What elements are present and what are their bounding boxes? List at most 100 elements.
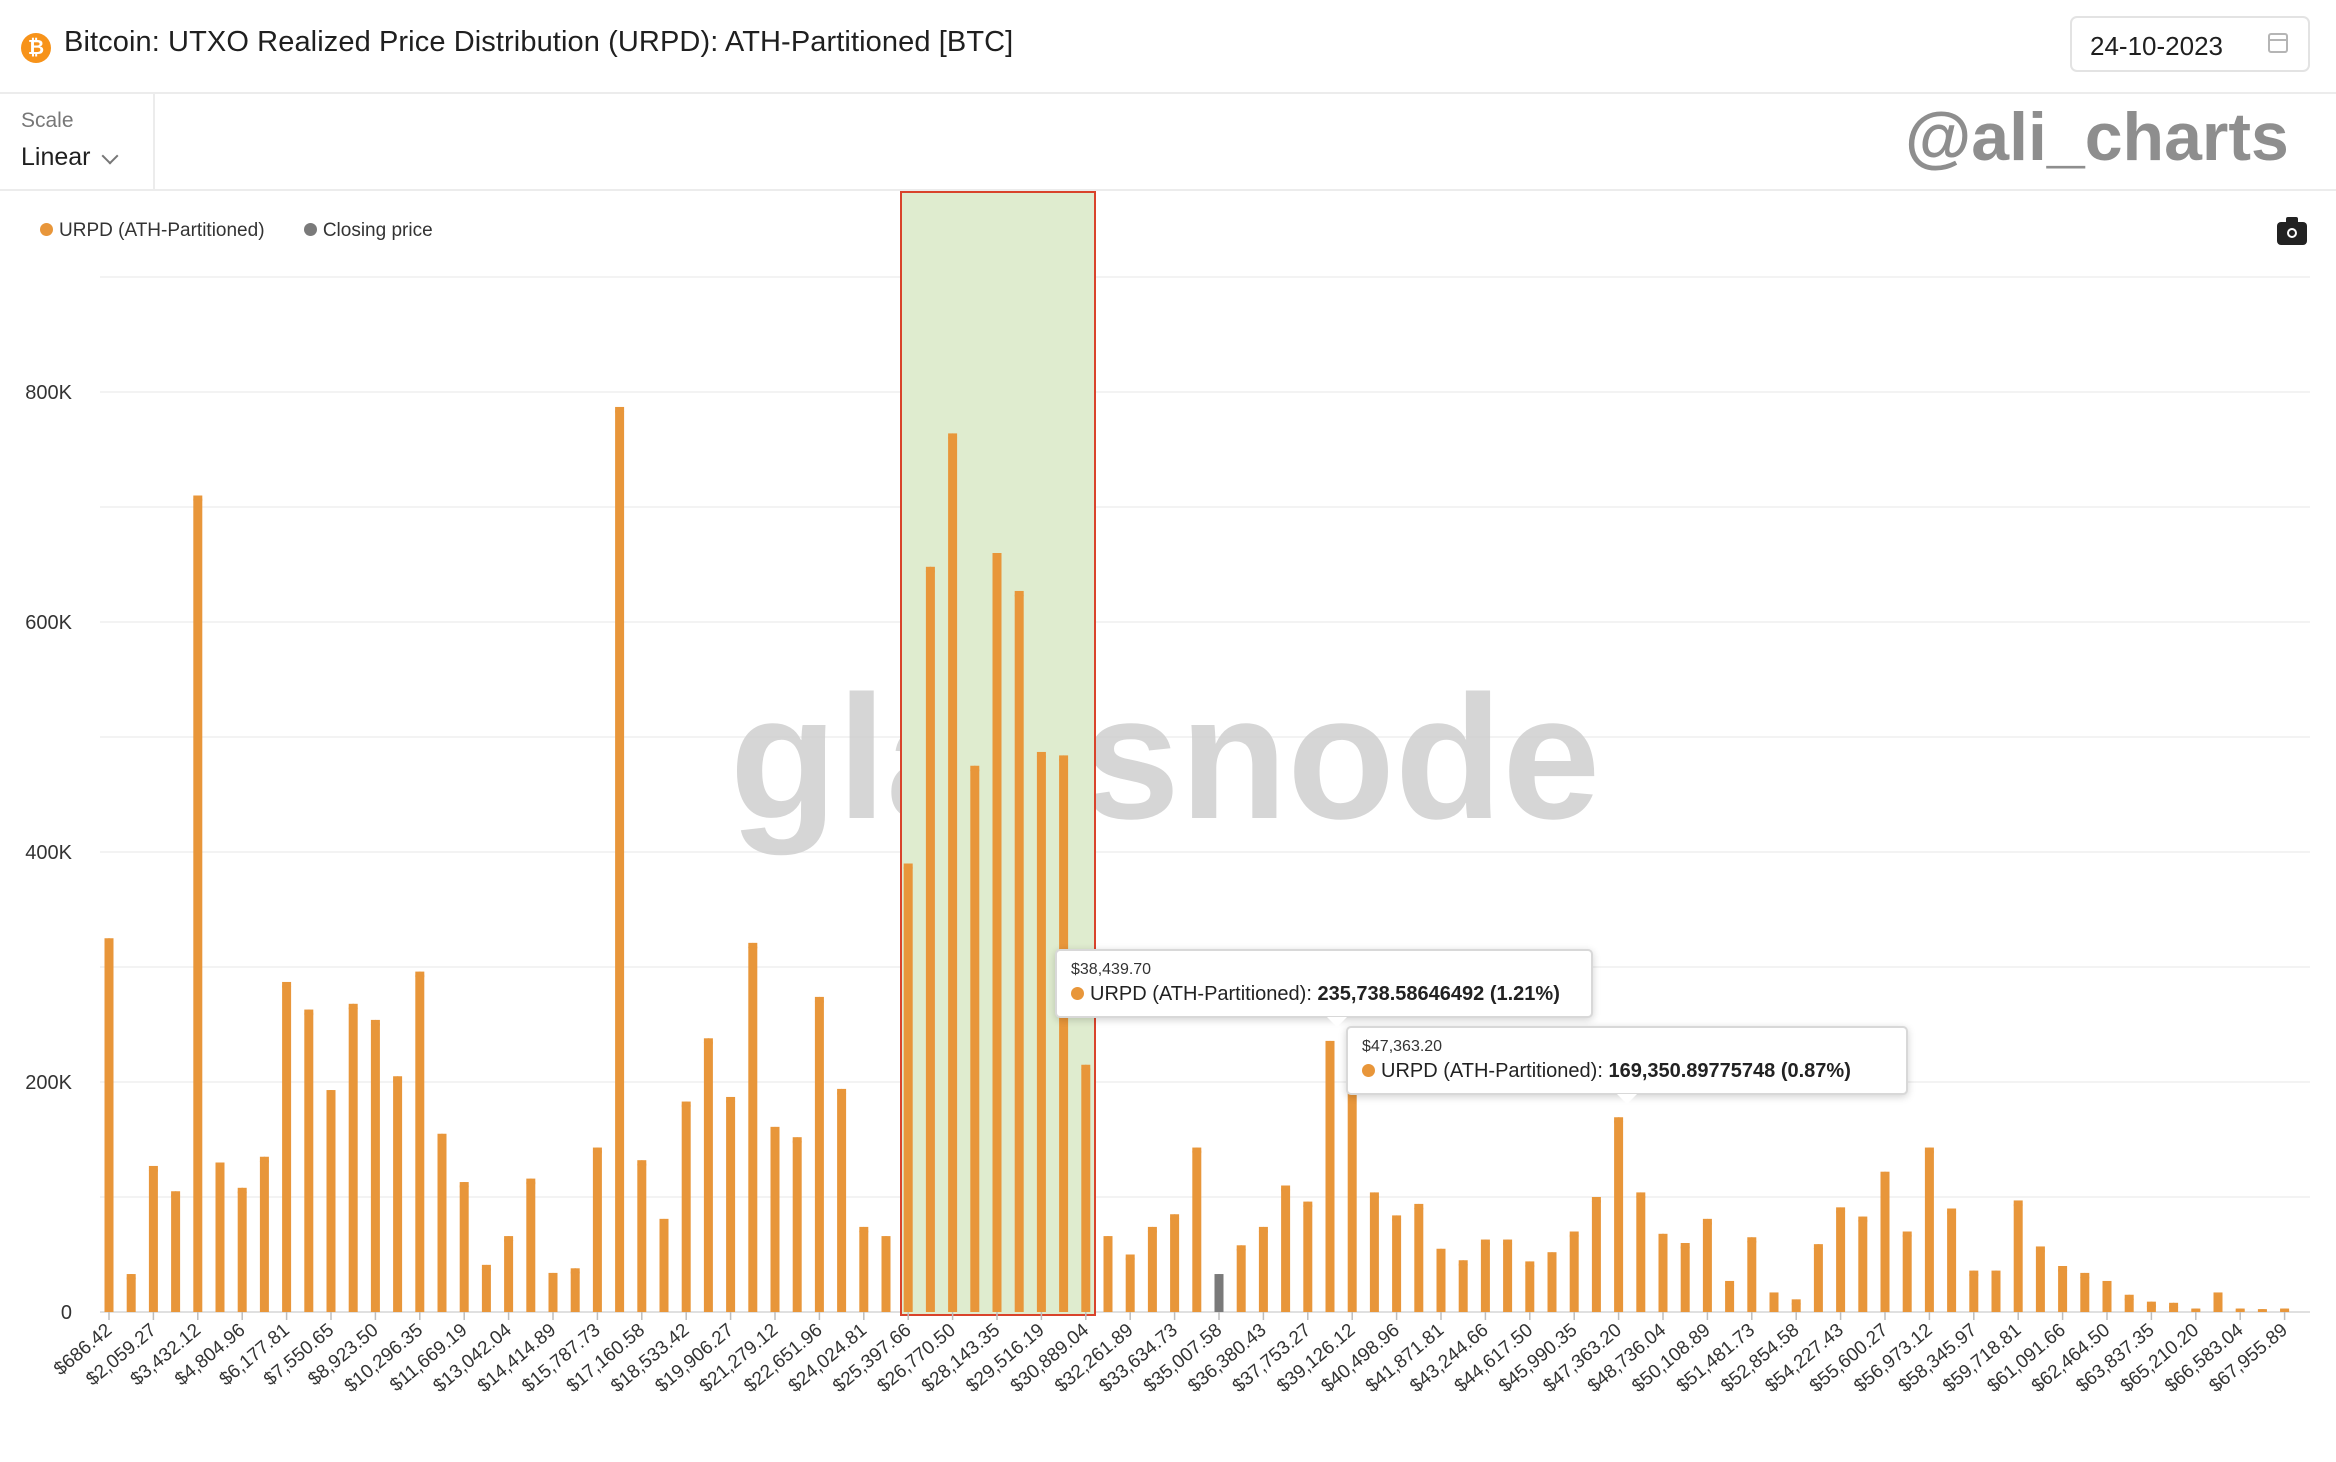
bar-cap bbox=[703, 1038, 713, 1048]
bar bbox=[1480, 1239, 1490, 1312]
bar bbox=[748, 942, 758, 1312]
bar bbox=[1436, 1248, 1446, 1312]
bar-cap bbox=[1880, 1171, 1890, 1181]
bar bbox=[1103, 1236, 1113, 1312]
bar-cap bbox=[1458, 1260, 1468, 1270]
bar bbox=[2013, 1200, 2023, 1312]
bar-cap bbox=[1147, 1226, 1157, 1236]
bar bbox=[1392, 1215, 1402, 1312]
bar-cap bbox=[1791, 1299, 1801, 1309]
bar-cap bbox=[437, 1133, 447, 1143]
date-picker[interactable]: 24-10-2023 bbox=[2070, 16, 2310, 72]
bar-cap bbox=[415, 971, 425, 981]
bar-cap bbox=[171, 1191, 181, 1201]
bar-cap bbox=[1436, 1248, 1446, 1258]
bar bbox=[881, 1236, 891, 1312]
urpd-chart: glassnode 0 200K 400K 600K 800K $686.42$2,05… bbox=[25, 191, 2310, 1397]
bar-cap bbox=[1969, 1270, 1979, 1280]
bar-cap bbox=[792, 1137, 802, 1147]
bar bbox=[326, 1090, 336, 1312]
bar-cap bbox=[1214, 1274, 1224, 1284]
bar bbox=[925, 566, 935, 1312]
date-value: 24-10-2023 bbox=[2090, 31, 2223, 61]
bar-cap bbox=[1392, 1215, 1402, 1225]
y-tick-label: 200K bbox=[25, 1072, 72, 1094]
bar-cap bbox=[1170, 1214, 1180, 1224]
bar bbox=[1125, 1254, 1135, 1312]
bar-cap bbox=[1369, 1192, 1379, 1202]
bar bbox=[970, 765, 980, 1312]
bar bbox=[1170, 1214, 1180, 1312]
bar-cap bbox=[814, 996, 824, 1006]
bar-cap bbox=[748, 942, 758, 952]
legend-item-urpd[interactable]: URPD (ATH-Partitioned) bbox=[40, 220, 265, 242]
bar-cap bbox=[1858, 1216, 1868, 1226]
bar bbox=[1369, 1192, 1379, 1312]
bar-cap bbox=[304, 1009, 314, 1019]
bar bbox=[1147, 1226, 1157, 1312]
bar bbox=[259, 1156, 269, 1312]
bar bbox=[1214, 1274, 1224, 1312]
scale-label: Scale bbox=[21, 109, 74, 132]
bar bbox=[1880, 1171, 1890, 1312]
bar-cap bbox=[1103, 1236, 1113, 1246]
bar-cap bbox=[637, 1160, 647, 1170]
bar-cap bbox=[1836, 1207, 1846, 1217]
bitcoin-icon: ₿ bbox=[21, 33, 51, 63]
chevron-down-icon[interactable] bbox=[101, 147, 119, 165]
bar bbox=[126, 1274, 136, 1312]
bar bbox=[2080, 1272, 2090, 1312]
bar-cap bbox=[859, 1226, 869, 1236]
bar bbox=[1614, 1117, 1624, 1312]
tooltip-value: 235,738.58646492 (1.21%) bbox=[1317, 983, 1560, 1005]
bar bbox=[1192, 1147, 1202, 1312]
bars bbox=[104, 406, 2290, 1312]
tooltip-pointer bbox=[1327, 1017, 1347, 1027]
bar-cap bbox=[1813, 1244, 1823, 1254]
bar-cap bbox=[1658, 1233, 1668, 1243]
bar bbox=[2213, 1292, 2223, 1312]
bar-cap bbox=[2280, 1308, 2290, 1312]
scale-value[interactable]: Linear bbox=[21, 143, 91, 171]
tooltip-pointer bbox=[1617, 1094, 1637, 1104]
bar bbox=[1836, 1207, 1846, 1312]
bar bbox=[1658, 1233, 1668, 1312]
bar-cap bbox=[548, 1272, 558, 1282]
chart-legend: URPD (ATH-Partitioned) Closing price bbox=[40, 220, 467, 242]
bar bbox=[770, 1126, 780, 1312]
bar-cap bbox=[1924, 1147, 1934, 1157]
bar-cap bbox=[215, 1162, 225, 1172]
bar bbox=[1636, 1192, 1646, 1312]
bar-cap bbox=[504, 1236, 514, 1246]
calendar-icon[interactable] bbox=[2268, 33, 2288, 53]
bar-cap bbox=[2213, 1292, 2223, 1302]
legend-item-closing-price[interactable]: Closing price bbox=[303, 220, 433, 242]
bar-cap bbox=[2080, 1272, 2090, 1282]
header: ₿ Bitcoin: UTXO Realized Price Distribut… bbox=[0, 0, 2336, 94]
bar bbox=[215, 1162, 225, 1312]
scale-selector[interactable]: Scale Linear bbox=[0, 93, 155, 189]
bar bbox=[481, 1264, 491, 1312]
page-title: Bitcoin: UTXO Realized Price Distributio… bbox=[64, 26, 1014, 58]
controls-divider bbox=[0, 189, 2336, 191]
y-tick-label: 600K bbox=[25, 612, 72, 634]
legend-dot-urpd bbox=[40, 223, 53, 237]
bar bbox=[1991, 1270, 2001, 1312]
bar-cap bbox=[1702, 1218, 1712, 1228]
bar-cap bbox=[1192, 1147, 1202, 1157]
bar-cap bbox=[1902, 1231, 1912, 1241]
bar bbox=[282, 981, 292, 1312]
bar-cap bbox=[681, 1101, 691, 1111]
bar bbox=[1236, 1245, 1246, 1312]
bar bbox=[459, 1182, 469, 1312]
bar bbox=[104, 938, 114, 1312]
bar-cap bbox=[1547, 1252, 1557, 1262]
bar bbox=[2035, 1246, 2045, 1312]
tooltip-date: $47,363.20 bbox=[1362, 1038, 1443, 1055]
bar-cap bbox=[925, 566, 935, 576]
bar bbox=[1813, 1244, 1823, 1312]
camera-icon[interactable] bbox=[2277, 217, 2307, 245]
y-axis: 0 200K 400K 600K 800K bbox=[25, 382, 72, 1324]
legend-dot-closing-price bbox=[303, 223, 317, 237]
bar-cap bbox=[2257, 1309, 2267, 1312]
